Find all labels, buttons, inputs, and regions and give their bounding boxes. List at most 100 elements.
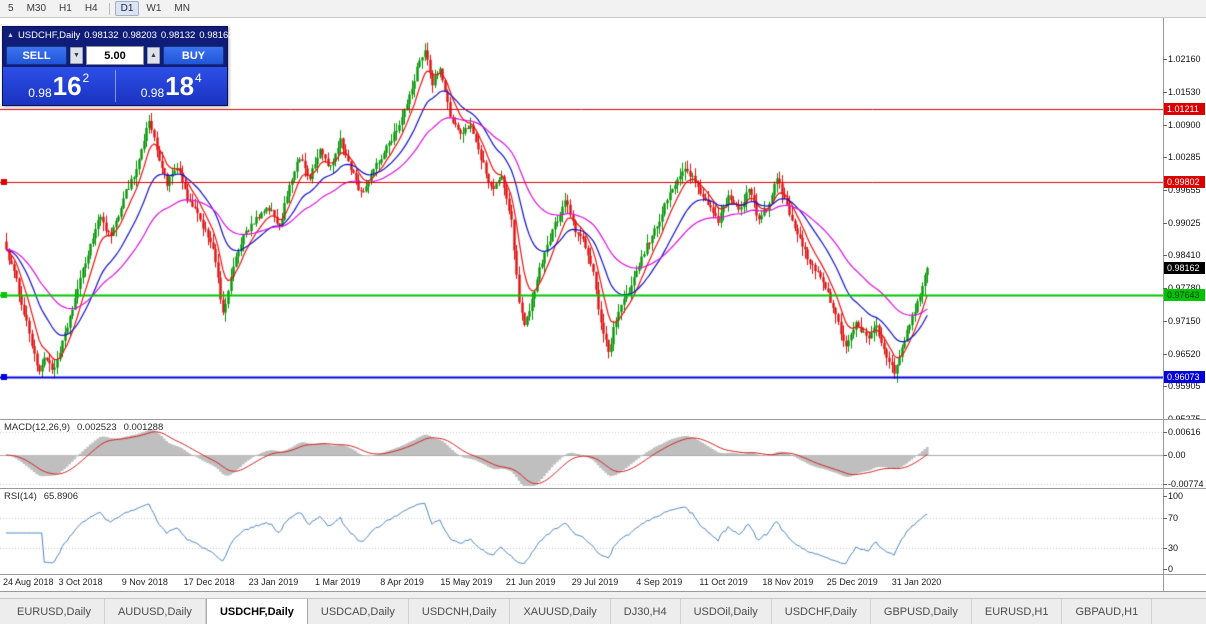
axis-tick-mark — [1163, 223, 1167, 224]
macd-main-value: 0.002523 — [77, 422, 117, 433]
rsi-tick-label: 70 — [1168, 513, 1179, 524]
volume-increase-button[interactable]: ▲ — [147, 47, 160, 64]
chart-tab-2-usdchf-daily[interactable]: USDCHF,Daily — [205, 599, 308, 624]
axis-tick-mark — [1163, 496, 1167, 497]
chart-tab-3-usdcad-daily[interactable]: USDCAD,Daily — [308, 599, 409, 624]
timeframe-button-w1[interactable]: W1 — [146, 3, 162, 14]
buy-price-button[interactable]: 0.98 18 4 — [116, 67, 228, 105]
axis-tick-mark — [1163, 190, 1167, 191]
axis-tick-mark — [1163, 288, 1167, 289]
macd-tick-label: -0.00774 — [1168, 478, 1204, 489]
line-price-label: 0.97643 — [1164, 289, 1205, 302]
chart-tab-5-xauusd-daily[interactable]: XAUUSD,Daily — [510, 599, 611, 624]
rsi-tick-label: 30 — [1168, 542, 1179, 553]
buy-price-sup: 4 — [195, 71, 202, 85]
axis-separator-line — [1163, 489, 1164, 574]
chart-tab-7-usdoil-daily[interactable]: USDOil,Daily — [681, 599, 772, 624]
macd-signal-value: 0.001288 — [123, 422, 164, 433]
time-axis-label: 15 May 2019 — [440, 577, 493, 587]
time-axis-label: 24 Aug 2018 — [3, 577, 54, 587]
chart-tab-10-eurusd-h1[interactable]: EURUSD,H1 — [972, 599, 1063, 624]
macd-name: MACD(12,26,9) — [4, 422, 70, 433]
volume-input[interactable] — [86, 46, 144, 65]
rsi-value: 65.8906 — [43, 491, 79, 502]
chart-tab-6-dj30-h4[interactable]: DJ30,H4 — [611, 599, 681, 624]
sell-price-big: 16 — [52, 71, 82, 101]
rsi-indicator-panel: 100 70 30 0 RSI(14) 65.8906 — [0, 489, 1206, 575]
macd-canvas[interactable] — [0, 420, 1163, 488]
one-click-trading-panel: ▲ USDCHF,Daily 0.98132 0.98203 0.98132 0… — [2, 26, 234, 106]
price-tick-label: 0.99655 — [1168, 184, 1201, 195]
price-tick-label: 1.02160 — [1168, 54, 1201, 64]
chart-tab-4-usdcnh-daily[interactable]: USDCNH,Daily — [409, 599, 511, 624]
sell-price-sup: 2 — [82, 71, 90, 85]
chart-tab-1-audusd-daily[interactable]: AUDUSD,Daily — [105, 599, 206, 624]
chart-tab-8-usdchf-daily[interactable]: USDCHF,Daily — [772, 599, 871, 624]
chart-tabs-bar: EURUSD,Daily AUDUSD,Daily USDCHF,Daily USDC… — [0, 598, 1206, 624]
macd-label: MACD(12,26,9) 0.002523 0.001288 — [4, 422, 163, 433]
macd-indicator-panel: 0.00616 0.00 -0.00774 MACD(12,26,9) 0.0025… — [0, 420, 1206, 489]
rsi-name: RSI(14) — [4, 491, 37, 502]
sell-button[interactable]: SELL — [6, 46, 67, 65]
chart-tab-11-gbpaud-h1[interactable]: GBPAUD,H1 — [1062, 599, 1153, 624]
timeframe-button-h1[interactable]: H1 — [59, 3, 72, 14]
collapse-panel-icon[interactable]: ▲ — [7, 32, 14, 39]
ohlc-low: 0.98132 — [160, 30, 196, 41]
line-price-label: 0.99802 — [1164, 176, 1205, 189]
axis-tick-mark — [1163, 569, 1167, 570]
chart-symbol-title: USDCHF,Daily — [17, 30, 81, 41]
timeframe-button-d1[interactable]: D1 — [114, 1, 140, 16]
timeframe-button-mn[interactable]: MN — [174, 3, 190, 14]
price-tick-label: 1.01530 — [1168, 86, 1201, 97]
axis-tick-mark — [1163, 321, 1167, 322]
axis-separator-line — [1163, 18, 1164, 419]
axis-tick-mark — [1163, 92, 1167, 93]
time-axis-label: 1 Mar 2019 — [314, 577, 361, 587]
price-tick-label: 0.97150 — [1168, 315, 1201, 326]
axis-tick-mark — [1163, 386, 1167, 387]
buy-price-big: 18 — [165, 71, 195, 101]
line-price-label: 1.01211 — [1164, 102, 1205, 115]
buy-price-small: 0.98 — [140, 86, 165, 100]
axis-tick-mark — [1163, 455, 1167, 456]
time-axis-label: 29 Jul 2019 — [571, 577, 619, 587]
axis-tick-mark — [1163, 354, 1167, 355]
buy-button[interactable]: BUY — [163, 46, 224, 65]
macd-tick-label: 0.00 — [1168, 450, 1186, 460]
axis-separator-line — [1163, 575, 1164, 591]
price-axis[interactable]: 1.02160 1.01530 1.00900 1.00285 0.99655 0.990… — [1163, 18, 1206, 419]
sell-price-button[interactable]: 0.98 16 2 — [3, 67, 115, 105]
timeframe-button-h4[interactable]: H4 — [84, 3, 98, 14]
volume-decrease-button[interactable]: ▼ — [70, 47, 83, 64]
axis-tick-mark — [1163, 157, 1167, 158]
price-tick-label: 1.00900 — [1168, 119, 1201, 130]
axis-tick-mark — [1163, 125, 1167, 126]
rsi-canvas[interactable] — [0, 489, 1163, 574]
ohlc-open: 0.98132 — [84, 30, 119, 41]
price-tick-label: 0.96520 — [1168, 348, 1201, 359]
current-price-label: 0.98162 — [1164, 262, 1205, 275]
timeframe-toolbar: 5 M30 H1 H4 D1 W1 MN — [0, 0, 1206, 18]
time-axis-label: 8 Apr 2019 — [380, 577, 424, 587]
timeframe-button-m30[interactable]: M30 — [26, 3, 47, 14]
chart-tab-9-gbpusd-daily[interactable]: GBPUSD,Daily — [871, 599, 972, 624]
price-tick-label: 0.99025 — [1168, 217, 1201, 228]
time-axis-panel[interactable]: 24 Aug 2018 3 Oct 2018 9 Nov 2018 17 Dec 20… — [0, 575, 1206, 592]
toolbar-separator — [108, 2, 110, 15]
time-axis-label: 25 Dec 2019 — [826, 577, 878, 587]
macd-axis[interactable]: 0.00616 0.00 -0.00774 — [1163, 420, 1206, 489]
chart-tab-0-eurusd-daily[interactable]: EURUSD,Daily — [4, 599, 105, 624]
timeframe-button-5[interactable]: 5 — [8, 3, 14, 14]
one-click-prices: 0.98 16 2 0.98 18 4 — [3, 67, 227, 105]
price-tick-label: 0.95905 — [1168, 381, 1201, 392]
chart-ohlc-header: ▲ USDCHF,Daily 0.98132 0.98203 0.98132 0… — [3, 27, 234, 44]
time-axis-labels: 24 Aug 2018 3 Oct 2018 9 Nov 2018 17 Dec 20… — [0, 575, 1206, 591]
axis-tick-mark — [1163, 484, 1167, 485]
time-axis-label: 18 Nov 2019 — [762, 577, 814, 587]
rsi-label: RSI(14) 65.8906 — [4, 491, 78, 502]
rsi-axis[interactable]: 100 70 30 0 — [1163, 489, 1206, 574]
axis-tick-mark — [1163, 432, 1167, 433]
time-axis-label: 11 Oct 2019 — [699, 577, 748, 587]
time-axis-label: 21 Jun 2019 — [505, 577, 556, 587]
